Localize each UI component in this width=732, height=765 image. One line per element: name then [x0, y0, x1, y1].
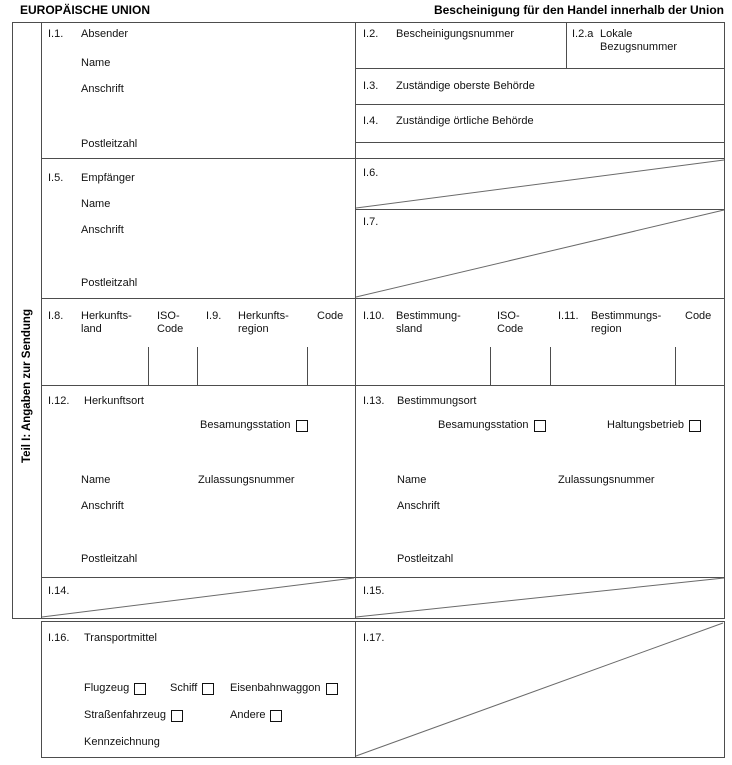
- field-i13-title: Bestimmungsort: [397, 395, 477, 407]
- field-i17-number: I.17.: [363, 632, 385, 644]
- field-i13-approval-label: Zulassungsnummer: [558, 474, 655, 486]
- field-i12-approval-label: Zulassungsnummer: [198, 474, 295, 486]
- field-i16-number: I.16.: [48, 632, 70, 644]
- i13-station-label: Besamungsstation: [438, 419, 529, 431]
- i16-ship-label: Schiff: [170, 682, 198, 694]
- field-i14-number: I.14.: [48, 585, 70, 597]
- field-i2-title: Bescheinigungsnummer: [396, 28, 515, 40]
- i16-other-option: Andere: [230, 709, 283, 722]
- field-i16-title: Transportmittel: [84, 632, 157, 644]
- field-i7-number: I.7.: [363, 216, 379, 228]
- field-i16-identification-label: Kennzeichnung: [84, 736, 160, 748]
- grid-line-below-i5-i7: [41, 298, 725, 299]
- i13-holding-label: Haltungsbetrieb: [607, 419, 685, 431]
- i13-holding-option: Haltungsbetrieb: [607, 419, 702, 432]
- grid-line-below-i3: [355, 104, 725, 105]
- i16-rail-label: Eisenbahnwaggon: [230, 682, 321, 694]
- field-i5-address-label: Anschrift: [81, 224, 124, 236]
- i13-station-checkbox[interactable]: [533, 419, 546, 432]
- field-i5-title: Empfänger: [81, 172, 135, 184]
- field-i8-iso-label: ISO- Code: [157, 310, 184, 335]
- field-i5-postcode-label: Postleitzahl: [81, 277, 138, 289]
- grid-line-below-i12-i13: [41, 577, 725, 578]
- stub-i10-iso: [490, 347, 491, 385]
- grid-divider-i16-i17: [355, 621, 356, 758]
- field-i8-number: I.8.: [48, 310, 64, 322]
- field-i13-number: I.13.: [363, 395, 385, 407]
- field-i2a-number: I.2.a: [572, 28, 594, 40]
- grid-line-below-i4: [355, 142, 725, 143]
- i16-other-label: Andere: [230, 709, 266, 721]
- stub-i11-code: [675, 347, 676, 385]
- field-i10-title: Bestimmung- sland: [396, 310, 461, 335]
- i16-other-checkbox[interactable]: [270, 709, 283, 722]
- field-i11-title: Bestimmungs- region: [591, 310, 662, 335]
- stub-i10-i11: [550, 347, 551, 385]
- part-i-sidebar-labelwrap: Teil I: Angaben zur Sendung: [12, 22, 42, 619]
- grid-line-below-i8-row: [41, 385, 725, 386]
- i13-station-option: Besamungsstation: [438, 419, 546, 432]
- form-header-right: Bescheinigung für den Handel innerhalb d…: [433, 3, 724, 17]
- field-i10-number: I.10.: [363, 310, 385, 322]
- main-grid-box: [41, 22, 725, 619]
- field-i3-number: I.3.: [363, 80, 379, 92]
- i16-road-checkbox[interactable]: [170, 709, 183, 722]
- field-i10-iso-label: ISO- Code: [497, 310, 524, 335]
- stub-i9-code: [307, 347, 308, 385]
- field-i4-title: Zuständige örtliche Behörde: [396, 115, 534, 127]
- field-i1-name-label: Name: [81, 57, 111, 69]
- field-i11-number: I.11.: [558, 310, 579, 322]
- i12-station-checkbox[interactable]: [295, 419, 308, 432]
- i16-plane-label: Flugzeug: [84, 682, 130, 694]
- i16-road-label: Straßenfahrzeug: [84, 709, 166, 721]
- field-i5-number: I.5.: [48, 172, 64, 184]
- field-i13-name-label: Name: [397, 474, 427, 486]
- grid-line-below-i2: [355, 68, 725, 69]
- field-i12-postcode-label: Postleitzahl: [81, 553, 138, 565]
- field-i9-title: Herkunfts- region: [238, 310, 289, 335]
- field-i11-code-label: Code: [685, 310, 712, 322]
- stub-i8-iso: [148, 347, 149, 385]
- grid-line-below-i6: [355, 209, 725, 210]
- field-i13-postcode-label: Postleitzahl: [397, 553, 454, 565]
- i16-ship-option: Schiff: [170, 682, 215, 695]
- stub-i8-i9: [197, 347, 198, 385]
- i16-plane-checkbox[interactable]: [134, 682, 147, 695]
- field-i6-number: I.6.: [363, 167, 379, 179]
- field-i12-number: I.12.: [48, 395, 70, 407]
- form-header-left: EUROPÄISCHE UNION: [20, 3, 151, 17]
- i16-rail-checkbox[interactable]: [325, 682, 338, 695]
- field-i15-number: I.15.: [363, 585, 385, 597]
- field-i1-number: I.1.: [48, 28, 64, 40]
- field-i1-address-label: Anschrift: [81, 83, 124, 95]
- field-i13-address-label: Anschrift: [397, 500, 440, 512]
- field-i1-title: Absender: [81, 28, 129, 40]
- field-i5-name-label: Name: [81, 198, 111, 210]
- field-i8-title: Herkunfts- land: [81, 310, 132, 335]
- part-i-sidebar-label: Teil I: Angaben zur Sendung: [21, 308, 34, 463]
- field-i4-number: I.4.: [363, 115, 379, 127]
- i16-rail-option: Eisenbahnwaggon: [230, 682, 338, 695]
- i16-plane-option: Flugzeug: [84, 682, 147, 695]
- field-i2-number: I.2.: [363, 28, 379, 40]
- grid-line-below-i1: [41, 158, 725, 159]
- field-i12-name-label: Name: [81, 474, 111, 486]
- field-i9-code-label: Code: [317, 310, 344, 322]
- grid-divider-i2-i2a: [566, 22, 567, 69]
- field-i12-address-label: Anschrift: [81, 500, 124, 512]
- i12-station-option: Besamungsstation: [200, 419, 308, 432]
- i13-holding-checkbox[interactable]: [689, 419, 702, 432]
- i12-station-label: Besamungsstation: [200, 419, 291, 431]
- i16-road-option: Straßenfahrzeug: [84, 709, 183, 722]
- grid-divider-center: [355, 22, 356, 618]
- field-i12-title: Herkunftsort: [84, 395, 144, 407]
- field-i2a-title: Lokale Bezugsnummer: [600, 28, 678, 53]
- field-i9-number: I.9.: [206, 310, 222, 322]
- transport-grid-box: [41, 621, 725, 758]
- field-i1-postcode-label: Postleitzahl: [81, 138, 138, 150]
- i16-ship-checkbox[interactable]: [202, 682, 215, 695]
- field-i3-title: Zuständige oberste Behörde: [396, 80, 535, 92]
